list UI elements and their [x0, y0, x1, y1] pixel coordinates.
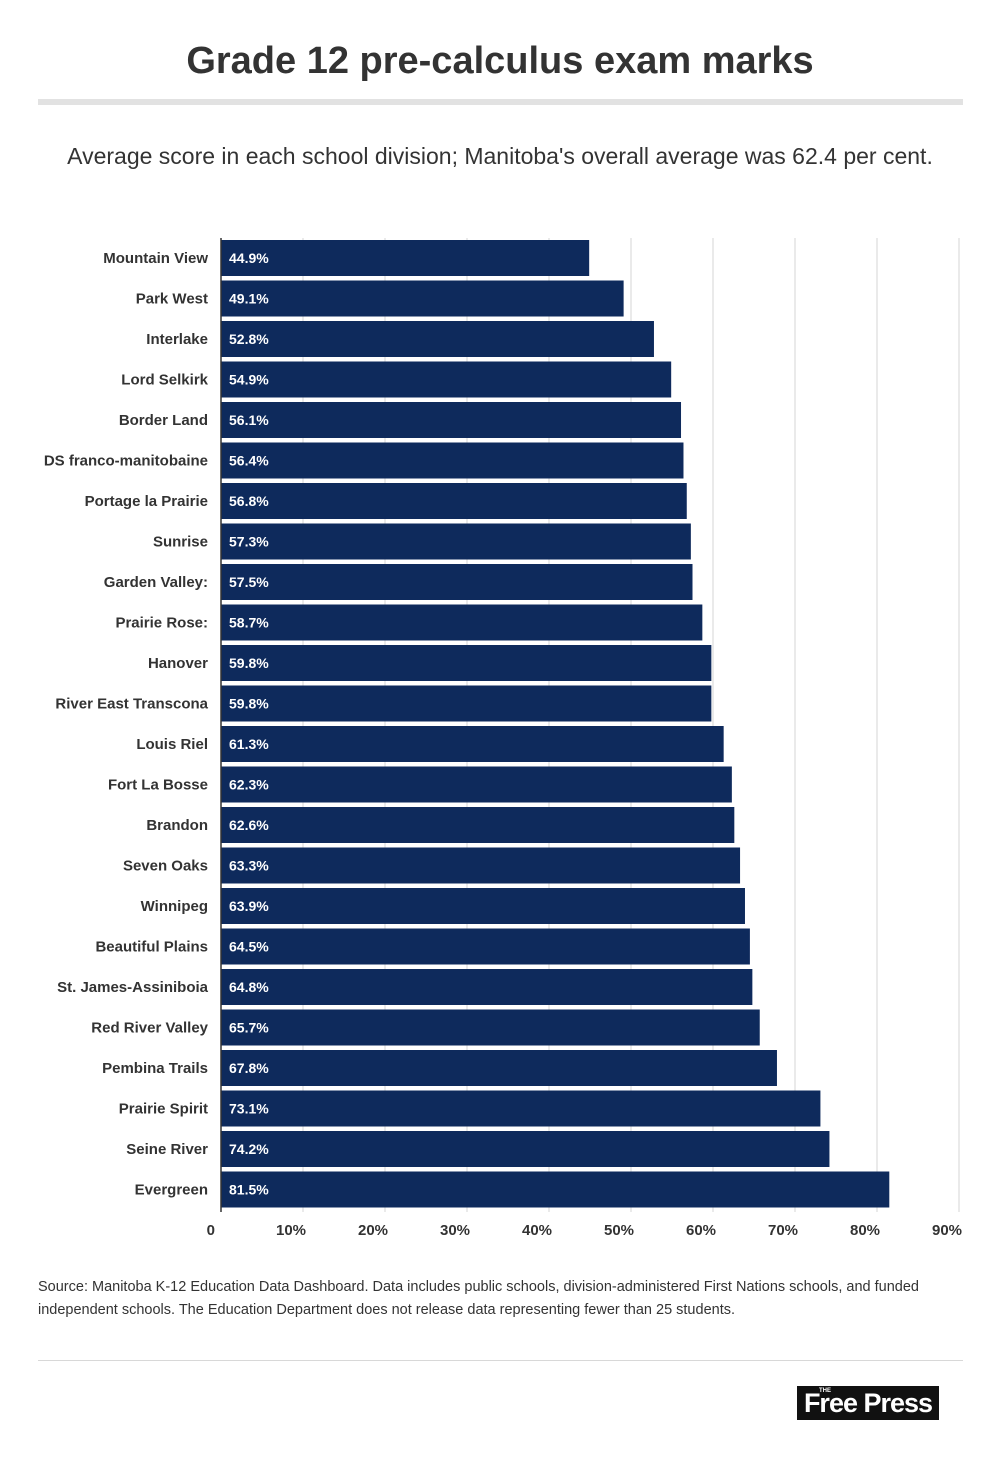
bar: [221, 1050, 777, 1086]
value-label: 65.7%: [229, 1020, 269, 1036]
category-label: Fort La Bosse: [108, 777, 208, 794]
category-label: Sunrise: [153, 534, 208, 551]
category-label: Louis Riel: [136, 736, 208, 753]
tick-label: 90%: [932, 1222, 962, 1239]
value-label: 58.7%: [229, 615, 269, 631]
category-label: DS franco-manitobaine: [44, 453, 208, 470]
value-label: 54.9%: [229, 372, 269, 388]
logo-text: Free Press: [803, 1388, 933, 1418]
bar: [221, 928, 750, 965]
category-label: Brandon: [146, 817, 208, 834]
logo-small-text: THE: [819, 1388, 831, 1394]
value-label: 59.8%: [229, 696, 269, 712]
footer-divider: [38, 1360, 963, 1361]
category-label: Beautiful Plains: [95, 939, 208, 956]
bar: [221, 888, 745, 924]
value-label: 73.1%: [229, 1101, 269, 1117]
bars: 44.9% 49.1% 52.8% 54.9% 56.1% 56.4% 56.8% 57.3%…: [221, 240, 890, 1208]
value-label: 44.9%: [229, 250, 269, 266]
category-label: Seine River: [126, 1141, 208, 1158]
free-press-logo: THE Free Press: [797, 1386, 939, 1420]
source-note: Source: Manitoba K-12 Education Data Das…: [38, 1279, 919, 1318]
category-label: Pembina Trails: [102, 1060, 208, 1077]
value-label: 74.2%: [229, 1141, 269, 1157]
category-label: Red River Valley: [91, 1020, 208, 1037]
chart-subtitle: Average score in each school division; M…: [67, 143, 933, 169]
bar: [221, 1131, 830, 1167]
bar: [221, 321, 654, 357]
bar: [221, 807, 735, 843]
value-label: 57.3%: [229, 534, 269, 550]
value-label: 59.8%: [229, 655, 269, 671]
value-label: 56.8%: [229, 493, 269, 509]
value-label: 56.1%: [229, 412, 269, 428]
category-label: Garden Valley:: [104, 574, 208, 591]
category-label: Park West: [136, 291, 208, 308]
bar: [221, 442, 684, 479]
value-label: 52.8%: [229, 331, 269, 347]
value-label: 63.9%: [229, 898, 269, 914]
gridlines: [302, 238, 960, 1212]
category-label: Winnipeg: [141, 898, 208, 915]
tick-label: 40%: [522, 1222, 552, 1239]
category-label: Evergreen: [135, 1182, 208, 1199]
value-label: 49.1%: [229, 291, 269, 307]
bar: [221, 604, 703, 641]
tick-label: 50%: [604, 1222, 634, 1239]
tick-label: 20%: [358, 1222, 388, 1239]
bar: [221, 766, 732, 803]
value-label: 64.8%: [229, 979, 269, 995]
bar: [221, 361, 672, 398]
category-label: Interlake: [146, 331, 208, 348]
bar: [221, 240, 590, 276]
category-label: Hanover: [148, 655, 208, 672]
category-label: Portage la Prairie: [85, 493, 208, 510]
category-label: Prairie Spirit: [119, 1101, 208, 1118]
bar: [221, 645, 712, 681]
axes: 0 10% 20% 30% 40% 50% 60% 70% 80% 90% Mountain Vie…: [44, 238, 962, 1239]
category-label: Lord Selkirk: [121, 372, 208, 389]
bar: [221, 483, 687, 519]
category-label: Mountain View: [103, 250, 208, 267]
bar: [221, 523, 691, 560]
tick-label: 10%: [276, 1222, 306, 1239]
value-label: 67.8%: [229, 1060, 269, 1076]
bar: [221, 1090, 821, 1127]
title-divider: [38, 99, 963, 105]
bar: [221, 685, 712, 722]
value-label: 63.3%: [229, 858, 269, 874]
category-label: River East Transcona: [55, 696, 208, 713]
bar: [221, 1171, 890, 1208]
bar: [221, 280, 624, 317]
chart-title: Grade 12 pre-calculus exam marks: [186, 40, 814, 82]
value-label: 61.3%: [229, 736, 269, 752]
value-label: 62.3%: [229, 777, 269, 793]
category-label: Seven Oaks: [123, 858, 208, 875]
category-label: Border Land: [119, 412, 208, 429]
tick-label: 30%: [440, 1222, 470, 1239]
category-label: St. James-Assiniboia: [57, 979, 209, 996]
value-label: 56.4%: [229, 453, 269, 469]
bar: [221, 847, 741, 884]
category-label: Prairie Rose:: [115, 615, 208, 632]
bar-chart: 44.9% 49.1% 52.8% 54.9% 56.1% 56.4% 56.8% 57.3%…: [44, 238, 962, 1239]
value-label: 64.5%: [229, 939, 269, 955]
bar: [221, 969, 753, 1005]
value-label: 62.6%: [229, 817, 269, 833]
value-label: 81.5%: [229, 1182, 269, 1198]
tick-label: 60%: [686, 1222, 716, 1239]
bar: [221, 1009, 760, 1046]
bar: [221, 564, 693, 600]
tick-label: 70%: [768, 1222, 798, 1239]
tick-label: 0: [207, 1222, 215, 1239]
bar: [221, 402, 682, 438]
tick-label: 80%: [850, 1222, 880, 1239]
value-label: 57.5%: [229, 574, 269, 590]
bar: [221, 726, 724, 762]
